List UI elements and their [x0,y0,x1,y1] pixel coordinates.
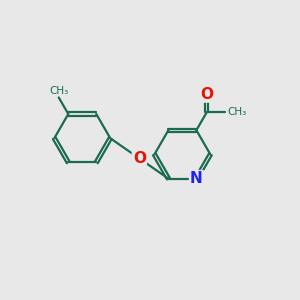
Text: O: O [200,87,213,102]
Text: O: O [133,151,146,166]
Text: CH₃: CH₃ [227,107,247,117]
Text: N: N [190,171,203,186]
Text: CH₃: CH₃ [49,86,68,96]
